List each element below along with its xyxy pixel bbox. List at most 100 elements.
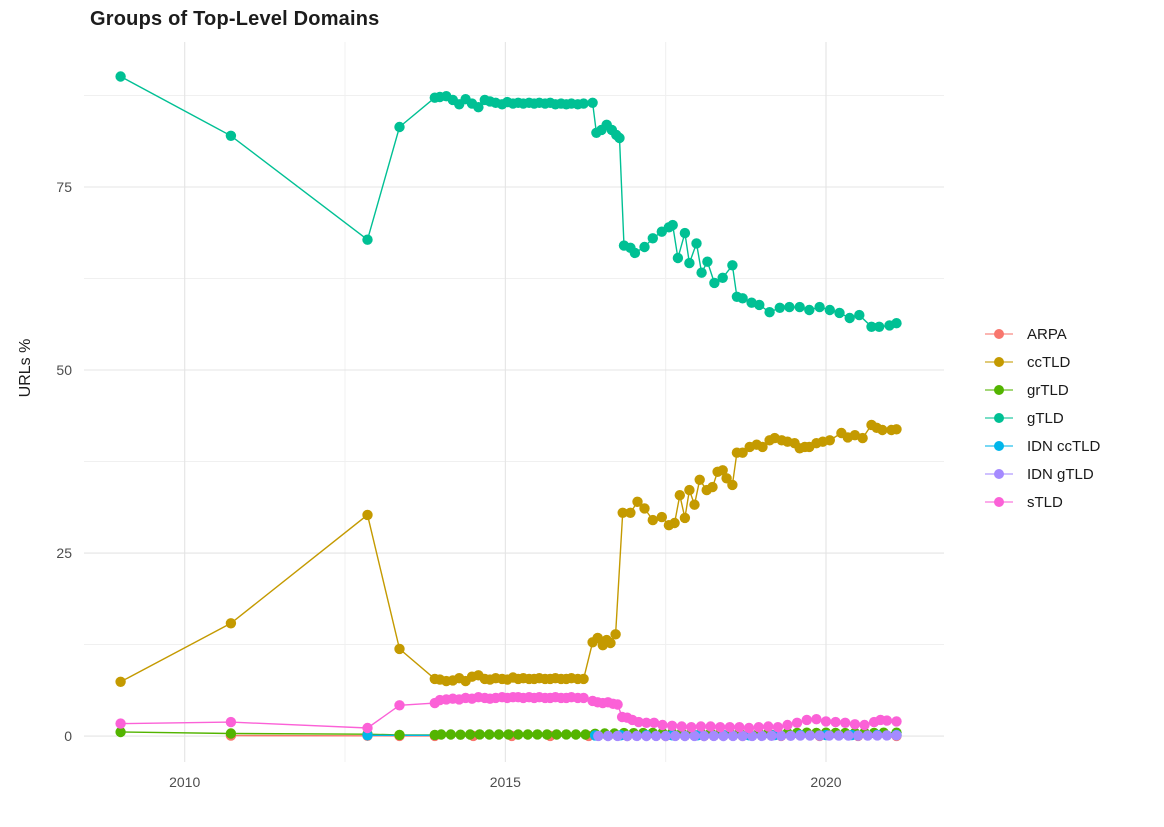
data-point-grtld [225, 728, 237, 739]
legend-label: sTLD [1027, 493, 1063, 511]
data-point-stld [676, 721, 687, 732]
data-point-stld [715, 722, 726, 733]
legend-label: IDN ccTLD [1027, 437, 1101, 455]
x-tick-label: 2020 [810, 774, 842, 790]
data-point-cctld [362, 509, 373, 521]
data-point-grtld [513, 729, 524, 740]
data-point-gtld [394, 121, 405, 133]
data-point-gtld [891, 318, 902, 329]
legend-key-icon-idn-cctld [985, 441, 1013, 451]
data-point-gtld [717, 272, 728, 283]
legend-key-icon-stld [985, 497, 1013, 507]
data-point-idn-gtld [602, 730, 614, 742]
data-point-stld [811, 714, 822, 725]
legend-key-dot [994, 357, 1004, 367]
legend-label: IDN gTLD [1027, 465, 1094, 483]
data-point-cctld [647, 514, 658, 526]
legend-label: ccTLD [1027, 353, 1071, 371]
data-point-stld [840, 717, 851, 728]
data-point-cctld [115, 676, 126, 687]
legend-key-dot [994, 441, 1004, 451]
legend-item-gtld: gTLD [984, 404, 1100, 432]
data-point-gtld [866, 321, 877, 332]
data-point-stld [578, 692, 589, 704]
series-line-gtld [120, 75, 897, 328]
data-point-grtld [551, 729, 562, 740]
data-point-cctld [694, 474, 705, 485]
legend-item-arpa: ARPA [984, 320, 1100, 348]
data-point-cctld [891, 424, 902, 435]
data-point-grtld [503, 729, 514, 740]
data-point-gtld [764, 307, 775, 318]
legend-item-idn-gtld: IDN gTLD [984, 460, 1100, 488]
data-point-grtld [532, 729, 543, 740]
data-point-grtld [484, 729, 495, 740]
data-point-stld [772, 722, 784, 733]
data-point-cctld [394, 643, 405, 655]
data-point-gtld [794, 301, 805, 313]
data-point-gtld [814, 301, 825, 313]
data-point-gtld [774, 302, 785, 313]
data-point-idn-gtld [824, 730, 835, 741]
data-point-stld [743, 722, 755, 734]
data-point-cctld [707, 481, 718, 493]
data-point-gtld [473, 102, 484, 113]
legend-item-idn-cctld: IDN ccTLD [984, 432, 1100, 460]
data-point-gtld [727, 260, 738, 271]
data-point-stld [724, 722, 735, 733]
legend-key-icon-arpa [985, 329, 1013, 339]
data-point-cctld [605, 637, 616, 649]
legend-item-cctld: ccTLD [984, 348, 1100, 376]
data-point-grtld [474, 729, 485, 740]
data-point-grtld [541, 729, 553, 740]
data-point-stld [801, 714, 812, 726]
data-point-cctld [610, 629, 621, 640]
data-point-cctld [592, 632, 603, 644]
legend-label: grTLD [1027, 381, 1069, 399]
data-point-stld [782, 719, 793, 731]
data-point-cctld [656, 511, 667, 523]
data-point-grtld [570, 729, 582, 740]
data-point-grtld [464, 729, 476, 740]
data-point-gtld [639, 241, 650, 253]
data-point-gtld [672, 252, 684, 264]
data-point-grtld [580, 729, 591, 740]
data-point-grtld [394, 729, 405, 741]
data-point-gtld [647, 233, 658, 244]
data-point-gtld [362, 234, 373, 245]
data-point-idn-gtld [891, 730, 902, 741]
data-point-idn-gtld [708, 730, 719, 742]
data-point-gtld [667, 219, 678, 231]
data-point-cctld [625, 507, 636, 518]
legend-key-icon-cctld [985, 357, 1013, 367]
data-point-idn-gtld [660, 730, 671, 742]
data-point-idn-gtld [622, 730, 633, 742]
data-point-idn-gtld [785, 730, 796, 741]
data-point-stld [648, 717, 660, 728]
data-point-cctld [689, 499, 700, 510]
data-point-idn-gtld [650, 730, 662, 742]
data-point-gtld [115, 71, 126, 82]
data-point-gtld [702, 256, 713, 267]
y-tick-label: 50 [56, 362, 72, 378]
legend-key-icon-idn-gtld [985, 469, 1013, 479]
data-point-cctld [669, 517, 680, 529]
data-point-cctld [578, 673, 589, 685]
data-point-gtld [737, 293, 748, 304]
data-point-grtld [455, 729, 466, 740]
data-point-cctld [717, 465, 728, 476]
data-point-gtld [629, 247, 641, 259]
data-point-grtld [561, 729, 572, 740]
data-point-stld [753, 722, 764, 733]
data-point-gtld [696, 267, 707, 278]
legend-key-icon-gtld [985, 413, 1013, 423]
data-point-idn-gtld [862, 730, 873, 741]
data-point-stld [695, 721, 707, 732]
data-point-gtld [709, 277, 720, 289]
data-point-stld [830, 716, 841, 728]
data-point-stld [881, 715, 893, 726]
data-point-grtld [493, 729, 505, 740]
x-tick-label: 2015 [489, 774, 521, 790]
data-point-gtld [754, 299, 765, 311]
